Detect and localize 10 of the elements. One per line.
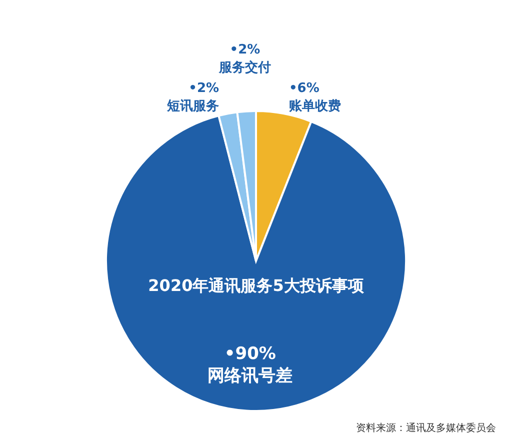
slice-label: 服务交付: [218, 59, 271, 76]
slice-label: 网络讯号差: [208, 366, 293, 386]
text: 资料来源：通讯及多媒体委员会: [356, 422, 496, 434]
text: 2020年通讯服务5大投诉事项: [148, 276, 365, 295]
slice-label: 短讯服务: [166, 99, 220, 114]
data-label: •2%: [230, 42, 260, 58]
slice-label: 账单收费: [288, 98, 341, 114]
data-label: •90%: [224, 344, 276, 364]
data-label: •2%: [188, 81, 220, 96]
data-label: •6%: [288, 81, 320, 96]
